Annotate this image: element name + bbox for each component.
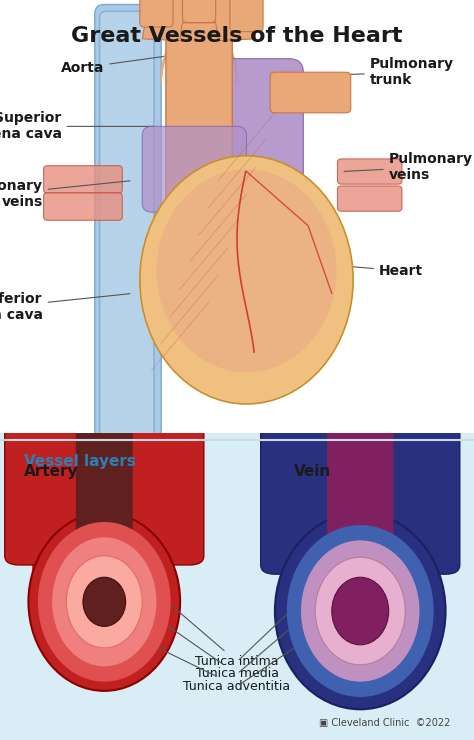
Text: Pulmonary
veins: Pulmonary veins [344,152,473,182]
FancyBboxPatch shape [230,0,263,32]
Polygon shape [143,0,255,41]
Bar [109,13,110,443]
FancyBboxPatch shape [190,58,303,185]
Text: Great Vessels of the Heart: Great Vessels of the Heart [71,26,403,46]
Bar [110,13,112,443]
Bar [135,13,136,443]
FancyBboxPatch shape [337,186,402,211]
Ellipse shape [66,556,142,648]
FancyBboxPatch shape [270,73,351,112]
Bar [119,13,120,443]
Bar [133,13,135,443]
FancyBboxPatch shape [182,0,216,22]
Ellipse shape [52,537,156,666]
FancyBboxPatch shape [44,192,122,221]
Text: Pulmonary
trunk: Pulmonary trunk [287,57,454,87]
Bar [126,13,128,443]
Bar [123,13,125,443]
Text: Tunica intima: Tunica intima [144,582,279,668]
FancyBboxPatch shape [166,22,232,212]
Text: Artery: Artery [24,464,78,479]
Bar [125,13,126,443]
FancyBboxPatch shape [95,4,161,451]
FancyBboxPatch shape [261,387,460,574]
Ellipse shape [83,577,126,626]
Text: Superior
vena cava: Superior vena cava [0,111,154,141]
Text: Tunica media: Tunica media [140,607,279,681]
Bar [122,13,123,443]
Ellipse shape [301,540,419,682]
Text: ▣ Cleveland Clinic  ©2022: ▣ Cleveland Clinic ©2022 [319,718,450,727]
FancyBboxPatch shape [44,166,122,193]
Bar [112,13,113,443]
Bar [129,13,130,443]
Bar [132,13,133,443]
Ellipse shape [315,557,405,665]
Ellipse shape [156,169,337,372]
Bar [128,13,129,443]
Text: Aorta: Aorta [61,55,177,75]
Text: Heart: Heart [297,262,423,278]
FancyBboxPatch shape [76,377,133,568]
Text: Pulmonary
veins: Pulmonary veins [0,179,130,209]
Bar [120,13,122,443]
FancyBboxPatch shape [142,127,246,212]
Ellipse shape [332,577,389,645]
Ellipse shape [38,522,171,682]
Ellipse shape [287,525,434,697]
Bar [136,13,137,443]
Bar [116,13,118,443]
Bar [113,13,115,443]
FancyBboxPatch shape [337,159,402,184]
FancyBboxPatch shape [100,11,154,445]
Text: Vein: Vein [294,464,331,479]
Ellipse shape [275,513,446,709]
Bar [118,13,119,443]
Ellipse shape [140,155,353,404]
Text: Vessel layers: Vessel layers [24,454,136,469]
FancyBboxPatch shape [5,377,204,565]
Bar [130,13,132,443]
FancyBboxPatch shape [140,0,173,27]
Bar [115,13,116,443]
Text: Tunica adventitia: Tunica adventitia [135,637,291,693]
Ellipse shape [28,513,180,691]
FancyBboxPatch shape [327,387,393,577]
Text: Inferior
vena cava: Inferior vena cava [0,292,130,322]
